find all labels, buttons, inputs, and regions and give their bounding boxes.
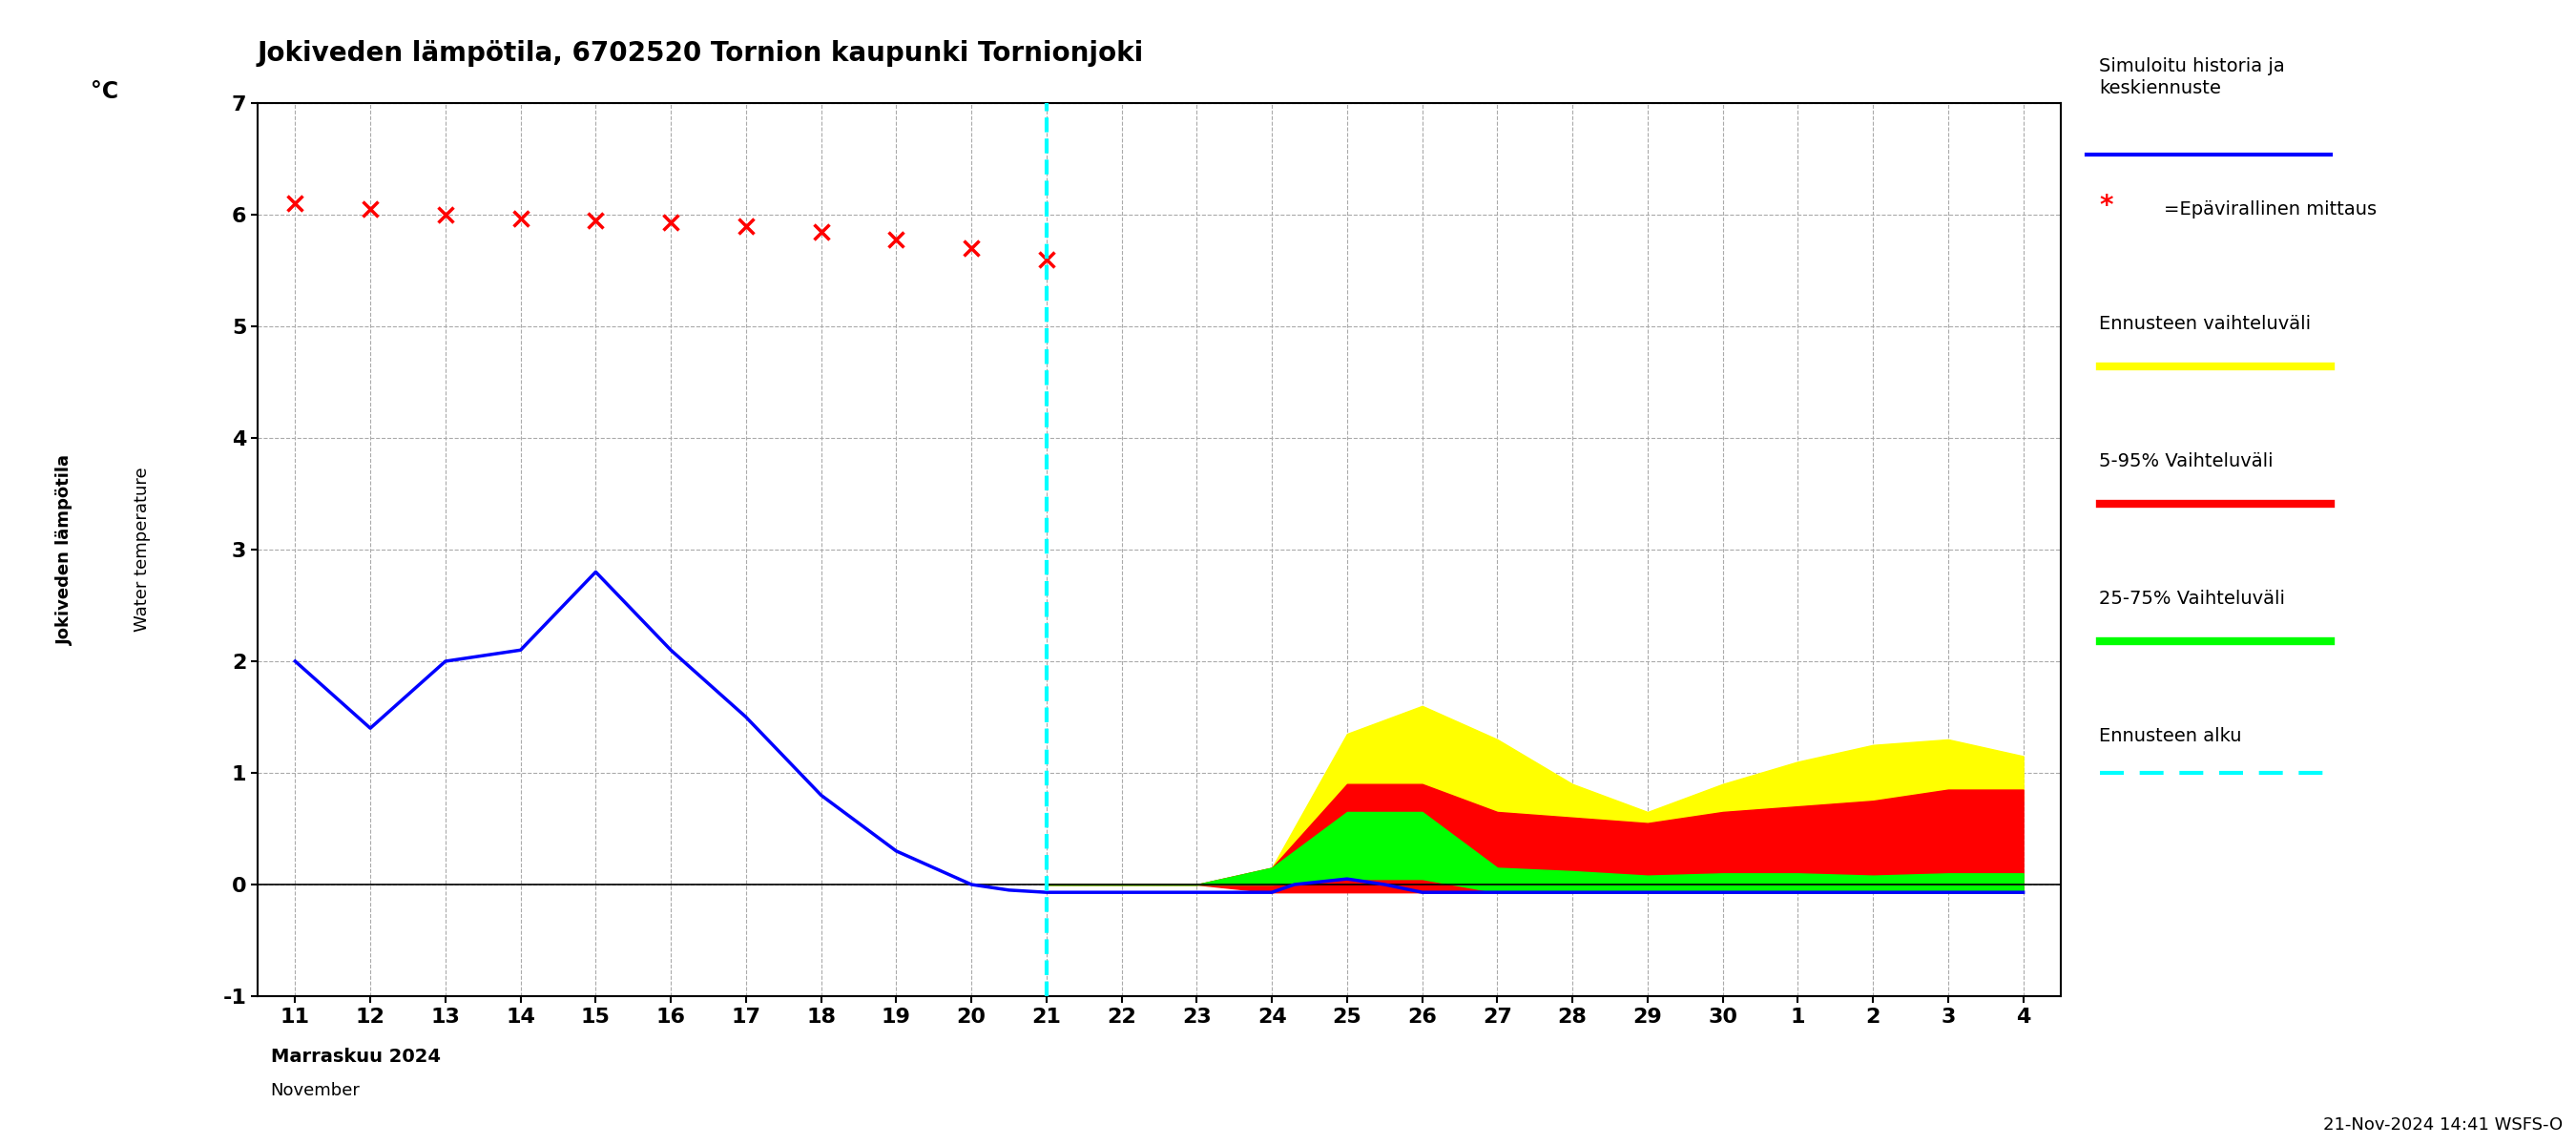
Text: Simuloitu historia ja
keskiennuste: Simuloitu historia ja keskiennuste (2099, 57, 2285, 97)
Text: °C: °C (90, 80, 118, 103)
Text: Marraskuu 2024: Marraskuu 2024 (270, 1048, 440, 1066)
Text: =Epävirallinen mittaus: =Epävirallinen mittaus (2164, 200, 2378, 219)
Text: 5-95% Vaihteluväli: 5-95% Vaihteluväli (2099, 452, 2275, 471)
Text: Ennusteen alku: Ennusteen alku (2099, 727, 2241, 745)
Text: Jokiveden lämpötila, 6702520 Tornion kaupunki Tornionjoki: Jokiveden lämpötila, 6702520 Tornion kau… (258, 40, 1144, 66)
Text: Ennusteen vaihteluväli: Ennusteen vaihteluväli (2099, 315, 2311, 333)
Text: *: * (2099, 192, 2112, 219)
Text: November: November (270, 1082, 361, 1099)
Text: Jokiveden lämpötila: Jokiveden lämpötila (57, 455, 72, 645)
Text: Water temperature: Water temperature (134, 467, 149, 632)
Text: 21-Nov-2024 14:41 WSFS-O: 21-Nov-2024 14:41 WSFS-O (2324, 1116, 2563, 1134)
Text: 25-75% Vaihteluväli: 25-75% Vaihteluväli (2099, 590, 2285, 608)
